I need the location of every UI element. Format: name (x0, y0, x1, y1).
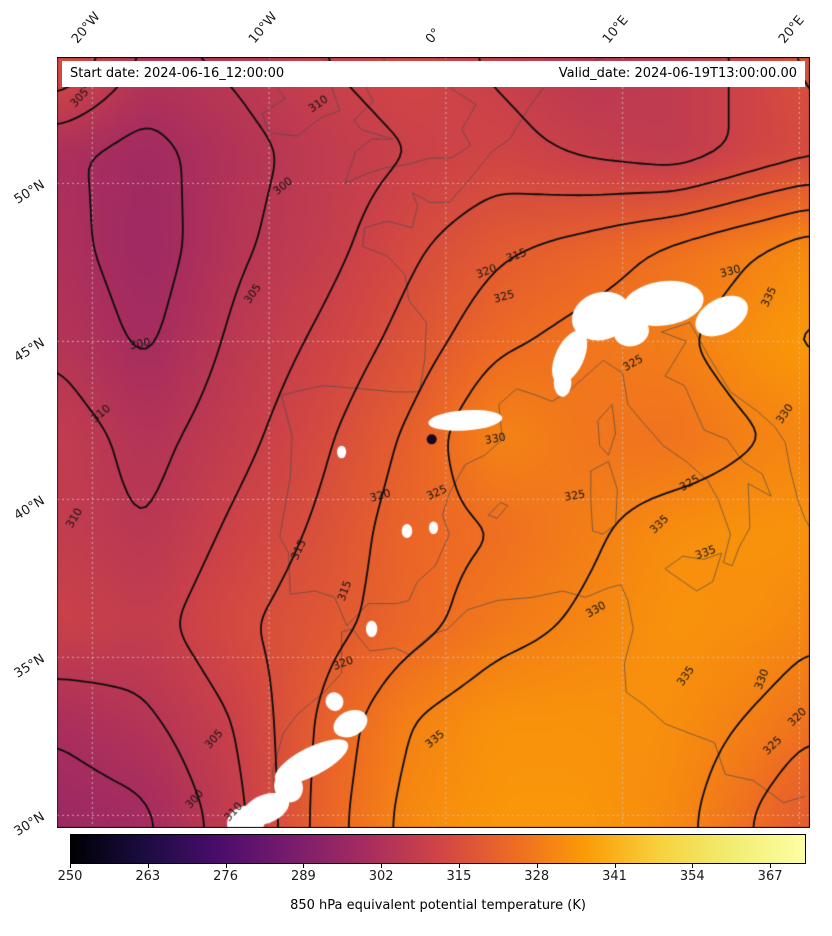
colorbar-tick-label: 354 (679, 869, 705, 884)
lon-tick-label: 10°E (599, 13, 632, 47)
start-date-label: Start date: 2024-06-16_12:00:00 (70, 66, 285, 81)
colorbar-tickmark (381, 864, 383, 868)
temperature-map-canvas (57, 57, 810, 828)
colorbar-tickmark (614, 864, 616, 868)
colorbar-tick-label: 328 (524, 869, 550, 884)
colorbar-tickmark (458, 864, 460, 868)
colorbar (70, 834, 806, 864)
lon-tick-label: 20°W (69, 9, 104, 47)
colorbar-tick-label: 289 (290, 869, 316, 884)
lat-tick-label: 40°N (11, 493, 48, 524)
colorbar-tickmark (692, 864, 694, 868)
colorbar-tickmark (303, 864, 305, 868)
colorbar-axis-label: 850 hPa equivalent potential temperature… (290, 898, 586, 913)
lat-tick-label: 45°N (11, 335, 48, 366)
colorbar-tick-label: 341 (602, 869, 627, 884)
colorbar-tickmark (536, 864, 538, 868)
lon-tick-label: 20°E (776, 13, 808, 47)
lat-tick-label: 35°N (11, 651, 48, 682)
colorbar-tickmark (147, 864, 149, 868)
colorbar-tickmark (70, 864, 71, 868)
lon-tick-label: 0° (422, 25, 444, 47)
lat-tick-label: 50°N (11, 177, 48, 208)
colorbar-tickmark (225, 864, 227, 868)
colorbar-tick-label: 302 (368, 869, 394, 884)
valid-date-label: Valid_date: 2024-06-19T13:00:00.00 (558, 66, 797, 81)
colorbar-tick-label: 250 (57, 869, 83, 884)
map-title-bar: Start date: 2024-06-16_12:00:00 Valid_da… (62, 61, 805, 87)
colorbar-gradient (71, 835, 805, 863)
lon-tick-label: 10°W (246, 9, 281, 47)
colorbar-tick-label: 367 (757, 869, 783, 884)
colorbar-tick-label: 263 (135, 869, 161, 884)
lat-tick-label: 30°N (11, 809, 48, 840)
map-area: Start date: 2024-06-16_12:00:00 Valid_da… (57, 57, 810, 828)
colorbar-tickmark (770, 864, 772, 868)
colorbar-tick-label: 315 (446, 869, 472, 884)
colorbar-tick-label: 276 (213, 869, 238, 884)
